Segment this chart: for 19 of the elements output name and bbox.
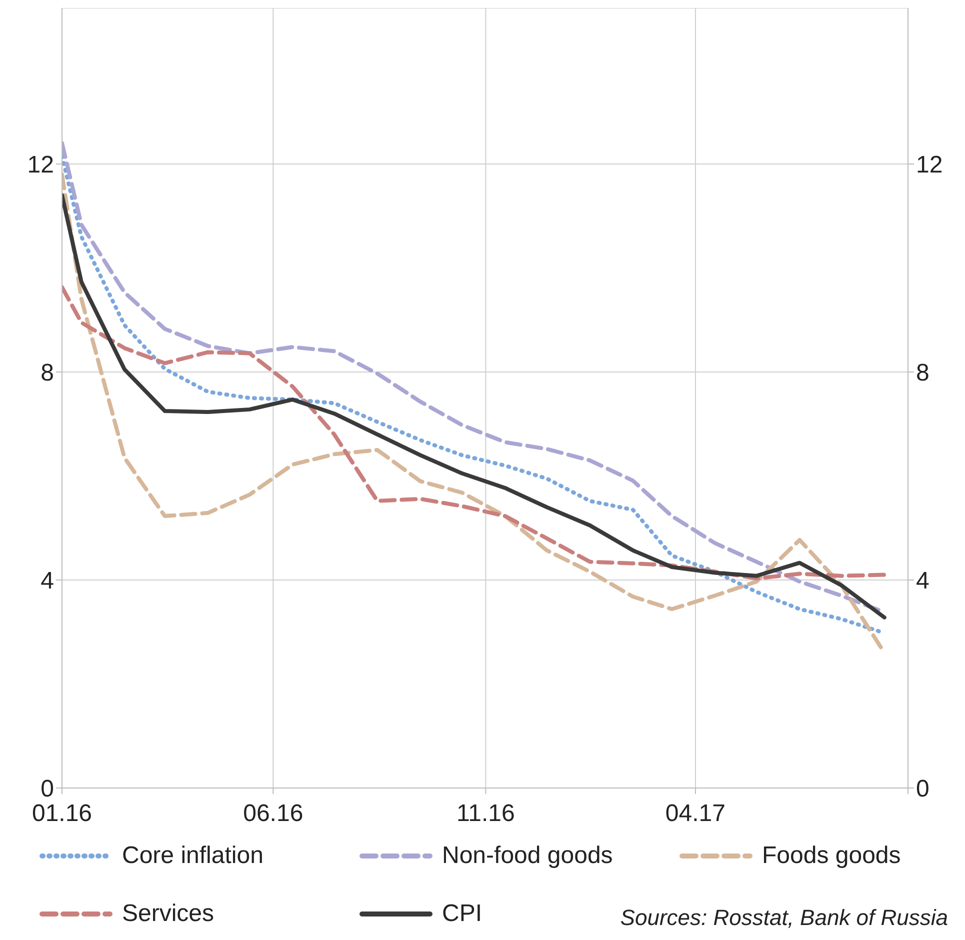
x-tick-label: 01.16 xyxy=(32,800,92,828)
y2-tick-label: 4 xyxy=(916,568,930,595)
legend-label: Non-food goods xyxy=(442,842,613,870)
x-tick-label: 04.17 xyxy=(665,800,726,828)
y2-tick-label: 0 xyxy=(916,776,930,803)
y-tick-label: 4 xyxy=(40,568,54,595)
y-tick-label: 0 xyxy=(40,776,54,803)
y-tick-label: 12 xyxy=(27,152,54,179)
x-tick-label: 11.16 xyxy=(456,800,515,828)
legend-label: Core inflation xyxy=(122,842,264,870)
legend-label: Services xyxy=(122,900,214,928)
y2-tick-label: 8 xyxy=(916,360,930,387)
y2-tick-label: 12 xyxy=(916,152,943,179)
y-tick-label: 8 xyxy=(40,360,54,387)
legend-label: CPI xyxy=(442,900,482,928)
source-note: Sources: Rosstat, Bank of Russia xyxy=(620,905,948,931)
line-series xyxy=(62,285,886,580)
legend-label: Foods goods xyxy=(762,842,901,870)
x-tick-label: 06.16 xyxy=(243,800,304,828)
